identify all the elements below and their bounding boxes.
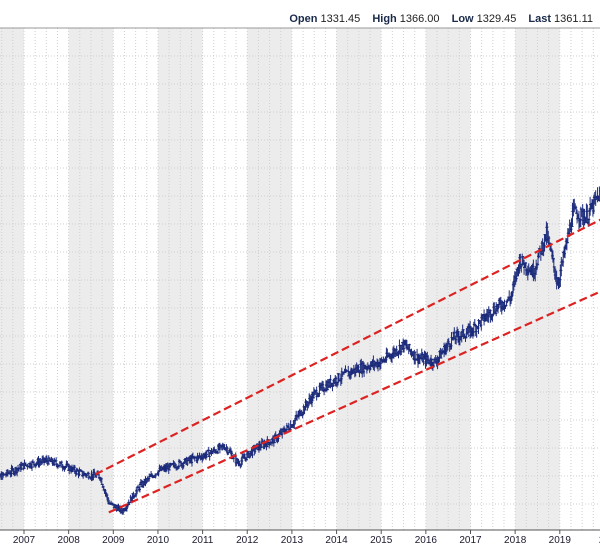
open-label: Open (289, 13, 318, 25)
last-value: 1361.11 (554, 13, 593, 25)
x-tick-label: 2018 (504, 535, 527, 546)
x-tick-label: 2013 (281, 535, 304, 546)
low-value: 1329.45 (476, 13, 517, 25)
ohlc-header: Open 1331.45 High 1366.00 Low 1329.45 Last 1… (280, 13, 593, 25)
x-tick-label: 2015 (370, 535, 393, 546)
year-band (336, 28, 382, 530)
open-value: 1331.45 (320, 13, 361, 25)
x-tick-label: 2009 (102, 535, 125, 546)
x-tick-label: 2011 (192, 535, 214, 546)
x-tick-label: 2010 (147, 535, 170, 546)
x-tick-label: 2019 (549, 535, 572, 546)
x-tick-label: 20 (599, 535, 600, 546)
x-tick-label: 2014 (325, 535, 348, 546)
channel-lower-line (108, 290, 600, 514)
low-label: Low (451, 13, 474, 25)
year-band (0, 28, 24, 530)
x-tick-label: 2007 (13, 535, 36, 546)
year-band (425, 28, 471, 530)
x-tick-label: 2016 (415, 535, 438, 546)
x-tick-label: 2008 (58, 535, 81, 546)
high-label: High (372, 13, 397, 25)
high-value: 1366.00 (399, 13, 440, 25)
x-tick-label: 2017 (459, 535, 482, 546)
last-label: Last (528, 13, 552, 25)
channel-upper-line (94, 218, 600, 476)
x-tick-label: 2012 (236, 535, 259, 546)
